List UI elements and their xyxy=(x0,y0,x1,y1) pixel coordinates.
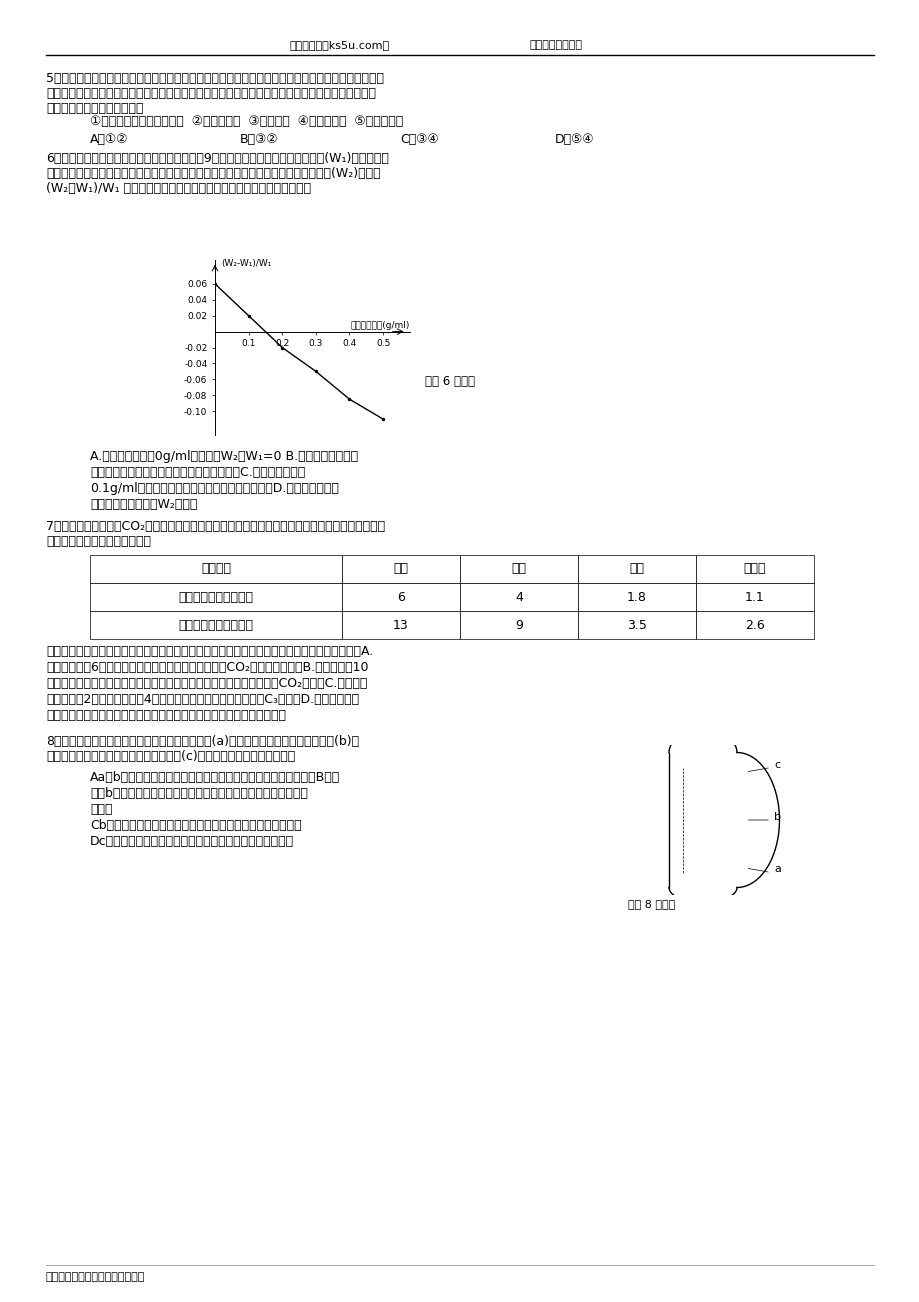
Text: 6．用打孔器制取新鲜红甜菜根片若干，均分为9组，并记录每组红甜菜根片的重量(W₁)，再分别浸
泡在不同浓度的蔗糖溶液中，一段时间后取出材料，用吸水纸吸干表面水分: 6．用打孔器制取新鲜红甜菜根片若干，均分为9组，并记录每组红甜菜根片的重量(W₁… xyxy=(46,152,389,195)
Text: a: a xyxy=(774,865,780,875)
Text: 刺槐: 刺槐 xyxy=(511,562,526,575)
Text: Cb细胞衰老后细胞核体积会增大，但细胞新陈代谢的速率减慢: Cb细胞衰老后细胞核体积会增大，但细胞新陈代谢的速率减慢 xyxy=(90,819,301,832)
Text: （第 6 题图）: （第 6 题图） xyxy=(425,375,474,388)
Text: 高考资源网（ks5u.com）: 高考资源网（ks5u.com） xyxy=(289,40,390,49)
Text: （光补偿点：光合速率等于呼吸速率时的光强；光饱和点：达到最大光合速率所需的最小光强）A.: （光补偿点：光合速率等于呼吸速率时的光强；光饱和点：达到最大光合速率所需的最小光… xyxy=(46,644,373,658)
Text: 光补偿点（千勒克司）: 光补偿点（千勒克司） xyxy=(178,591,254,604)
Text: 光照强度小于6千勒克司时，栎树幼苗叶内细胞需要的CO₂全部来自于外界B.光照强度为10: 光照强度小于6千勒克司时，栎树幼苗叶内细胞需要的CO₂全部来自于外界B.光照强度… xyxy=(46,661,369,674)
Text: 1.8: 1.8 xyxy=(627,591,646,604)
Text: 香樟: 香樟 xyxy=(629,562,644,575)
Text: Aa、b细胞含有相同的遗传物质，但细胞中基因执行情况完全不同B已分: Aa、b细胞含有相同的遗传物质，但细胞中基因执行情况完全不同B已分 xyxy=(90,771,340,784)
Text: 强度突然由2千勒克司增加到4千勒克司，香樟幼苗叶内细胞中的C₃会增加D.在树冠遮蔽严: 强度突然由2千勒克司增加到4千勒克司，香樟幼苗叶内细胞中的C₃会增加D.在树冠遮… xyxy=(46,693,358,706)
Text: 6: 6 xyxy=(397,591,404,604)
Text: 高考资源网版权所有，侵权必究！: 高考资源网版权所有，侵权必究！ xyxy=(46,1272,145,1282)
Text: 胡颓子: 胡颓子 xyxy=(743,562,766,575)
Text: (W₂-W₁)/W₁: (W₂-W₁)/W₁ xyxy=(221,259,272,268)
Text: 全能性: 全能性 xyxy=(90,803,112,816)
Text: 8．如图所示为哺乳动物小肠绒毛基部的上皮细胞(a)，不断增殖、分化形成吸收细胞(b)后
向上迁移，补充小肠绒毛顶端周亡的细胞(c)。下列相关说法错误的是（）: 8．如图所示为哺乳动物小肠绒毛基部的上皮细胞(a)，不断增殖、分化形成吸收细胞(… xyxy=(46,736,358,763)
Text: Dc细胞周亡有利于吸收细胞更新，利于机体内部环境的稳定: Dc细胞周亡有利于吸收细胞更新，利于机体内部环境的稳定 xyxy=(90,835,294,848)
Text: A．①②: A．①② xyxy=(90,133,129,146)
Text: B．③②: B．③② xyxy=(240,133,278,146)
Text: C．③④: C．③④ xyxy=(400,133,438,146)
Text: 化的b细胞在形态、结构和生理功能上发生改变，但细胞核仍具有: 化的b细胞在形态、结构和生理功能上发生改变，但细胞核仍具有 xyxy=(90,786,308,799)
Text: b: b xyxy=(774,812,780,822)
Text: 光饱和点（千勒克司）: 光饱和点（千勒克司） xyxy=(178,618,254,631)
Text: 3.5: 3.5 xyxy=(627,618,646,631)
Text: 重、林下光照较弱的环境中，胡颓子和香樟的幼苗存活率高于刺槐和栎树: 重、林下光照较弱的环境中，胡颓子和香樟的幼苗存活率高于刺槐和栎树 xyxy=(46,710,286,723)
Text: 千勒克司时，影响栎树和刺槐幼苗光合速率的环境因素都有光照强度和CO₂浓度等C.若将光照: 千勒克司时，影响栎树和刺槐幼苗光合速率的环境因素都有光照强度和CO₂浓度等C.若… xyxy=(46,677,367,690)
Text: 4: 4 xyxy=(515,591,522,604)
Text: 1.1: 1.1 xyxy=(744,591,764,604)
Text: D．⑤④: D．⑤④ xyxy=(554,133,594,146)
Text: 7．在适宜温度和大气CO₂浓度条件下，测得某森林中林冠层四种主要乔木幼苗叶片的生理指标（见
下表）。下列分析正确的是（）: 7．在适宜温度和大气CO₂浓度条件下，测得某森林中林冠层四种主要乔木幼苗叶片的生… xyxy=(46,519,385,548)
Text: 9: 9 xyxy=(515,618,522,631)
Text: ①洋葱根尖成熟区表皮细胞  ②蛙的红细胞  ③胰岛细胞  ④乳酸菌细胞  ⑤酵母菌细胞: ①洋葱根尖成熟区表皮细胞 ②蛙的红细胞 ③胰岛细胞 ④乳酸菌细胞 ⑤酵母菌细胞 xyxy=(90,115,403,128)
Text: 5．把一个细胞中的磷脂分子全部提取出来，在空气和水界面上将它们铺成单分子层（假定单分子间距
离适当且相等）。推测在下列细胞中，空气和水界面上磷脂单分子层的表面积: 5．把一个细胞中的磷脂分子全部提取出来，在空气和水界面上将它们铺成单分子层（假定… xyxy=(46,72,383,115)
Text: 物种指标: 物种指标 xyxy=(200,562,231,575)
Text: 您身边的高考专家: 您身边的高考专家 xyxy=(529,40,583,49)
Text: 2.6: 2.6 xyxy=(744,618,764,631)
Text: （第 8 题图）: （第 8 题图） xyxy=(628,898,675,909)
Text: 栎树: 栎树 xyxy=(393,562,408,575)
Text: 蔗糖溶液浓度(g/ml): 蔗糖溶液浓度(g/ml) xyxy=(350,322,410,329)
Text: A.蔗糖溶液浓度为0g/ml的一组，W₂－W₁=0 B.随着蔗糖溶液浓度: A.蔗糖溶液浓度为0g/ml的一组，W₂－W₁=0 B.随着蔗糖溶液浓度 xyxy=(90,450,357,464)
Text: 0.1g/ml的一组，植物细胞膜没有物质的跨膜运输D.随着蔗糖溶液浓: 0.1g/ml的一组，植物细胞膜没有物质的跨膜运输D.随着蔗糖溶液浓 xyxy=(90,482,338,495)
Text: 度的增大，各组中的W₂在减少: 度的增大，各组中的W₂在减少 xyxy=(90,497,198,510)
Text: 的增大，各组细胞的质壁分离程度在逐渐增大C.蔗糖溶液浓度为: 的增大，各组细胞的质壁分离程度在逐渐增大C.蔗糖溶液浓度为 xyxy=(90,466,305,479)
Text: c: c xyxy=(774,759,779,769)
Text: 13: 13 xyxy=(392,618,408,631)
